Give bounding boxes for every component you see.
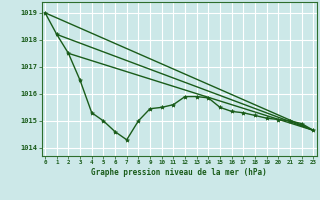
X-axis label: Graphe pression niveau de la mer (hPa): Graphe pression niveau de la mer (hPa) (91, 168, 267, 177)
